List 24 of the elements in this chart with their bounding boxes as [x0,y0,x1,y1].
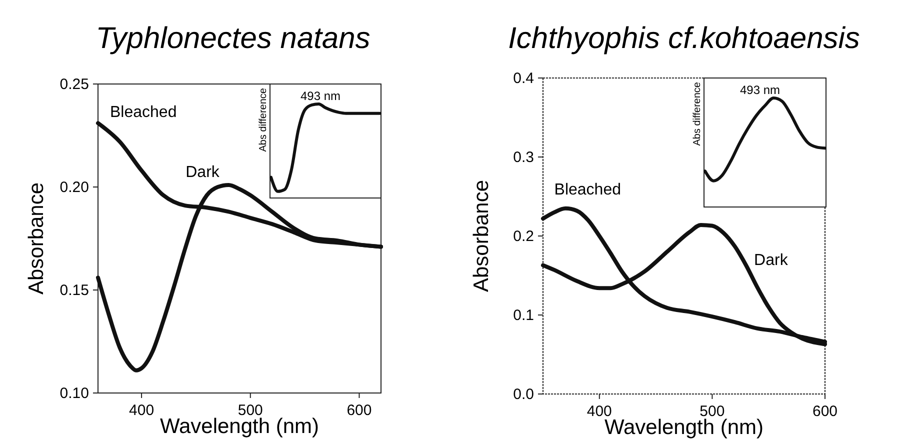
chart-title: Typhlonectes natans [96,22,370,55]
y-tick-label: 0.3 [513,149,534,166]
series-label: Bleached [554,181,621,198]
y-axis-title: Absorbance [25,182,48,295]
y-tick-label: 0.4 [513,70,534,87]
y-axis-title: Abs difference [258,88,269,152]
chart-title: Ichthyophis cf.kohtoaensis [508,22,860,55]
x-tick-label: 600 [346,402,372,419]
annotation: 493 nm [740,83,780,97]
series-label: Dark [754,252,789,270]
y-tick-label: 0.25 [60,76,89,93]
y-tick-label: 0.20 [60,179,89,196]
y-tick-label: 0.10 [60,385,89,402]
x-tick-label: 600 [812,403,838,420]
y-tick-label: 0.0 [513,386,534,403]
series-label: Bleached [110,104,177,122]
series-label: Dark [186,164,220,181]
y-tick-label: 0.15 [60,282,89,299]
y-axis-title: Absorbance [470,180,493,292]
y-axis-title: Abs difference [692,82,703,146]
annotation: 493 nm [300,89,341,103]
x-tick-label: 400 [129,402,154,419]
y-tick-label: 0.1 [513,307,534,324]
y-tick-label: 0.2 [513,228,534,245]
